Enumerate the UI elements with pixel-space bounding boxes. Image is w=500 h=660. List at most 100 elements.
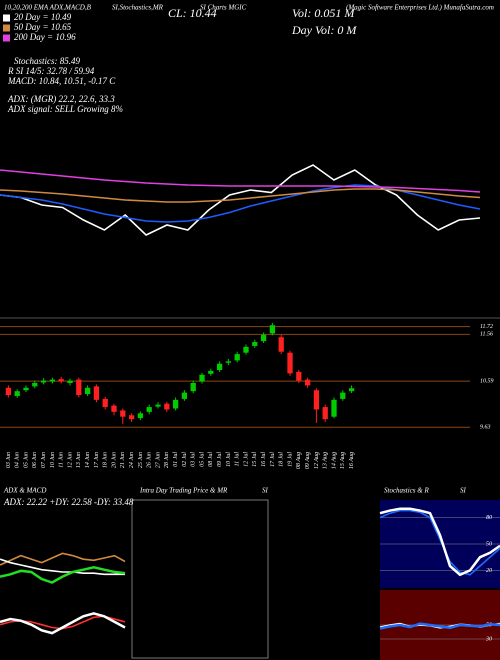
y-tick-label: 50 xyxy=(486,541,492,547)
candle-body xyxy=(14,391,20,396)
x-tick-label: 06 Jun xyxy=(32,452,38,468)
header-line1: 10,20,200 EMA ADX,MACD,B xyxy=(4,4,92,12)
candle-body xyxy=(269,325,276,334)
candle-body xyxy=(58,379,64,382)
x-tick-label: 05 Jun xyxy=(23,452,29,468)
candle-body xyxy=(172,399,179,409)
legend-swatch xyxy=(3,24,10,32)
x-tick-label: 27 Jun xyxy=(155,452,161,468)
volume: Vol: 0.051 M xyxy=(292,6,355,20)
series-line xyxy=(0,566,126,584)
series-line xyxy=(0,552,126,566)
candle-body xyxy=(67,380,73,383)
y-tick-label: 9.63 xyxy=(480,425,491,431)
x-tick-label: 20 Jun xyxy=(111,452,117,468)
x-tick-label: 28 Jun xyxy=(164,452,170,468)
intraday-title: Intra Day Trading Price & MR xyxy=(139,487,228,495)
x-tick-label: 14 Jun xyxy=(84,452,91,468)
candle-body xyxy=(120,410,126,417)
x-tick-label: 12 Jun xyxy=(67,452,73,468)
x-tick-label: 01 Jul xyxy=(173,452,179,467)
y-tick-label: 10.59 xyxy=(480,378,494,384)
candle-body xyxy=(102,398,108,408)
x-tick-label: 25 Jun xyxy=(138,452,144,468)
x-tick-label: 21 Jun xyxy=(120,452,126,468)
adx-info: ADX signal: SELL Growing 8% xyxy=(7,104,123,114)
candle-body xyxy=(243,346,249,353)
candle-body xyxy=(32,383,38,387)
candle-body xyxy=(5,387,12,396)
x-tick-label: 11 Jul xyxy=(235,452,241,467)
legend-label: 50 Day = 10.65 xyxy=(14,22,72,32)
candle-body xyxy=(234,354,240,361)
candle-body xyxy=(128,415,135,420)
candle-body xyxy=(252,342,258,346)
series-line xyxy=(0,558,125,576)
indicator: MACD: 10.84, 10.51, -0.17 C xyxy=(7,76,116,86)
x-tick-label: 10 Jun xyxy=(50,452,56,468)
series-line xyxy=(0,169,481,193)
header-line3: SI Charts MGIC xyxy=(200,4,247,12)
candle-body xyxy=(225,361,232,363)
candle-body xyxy=(216,363,223,370)
candle-body xyxy=(287,352,293,374)
legend-label: 20 Day = 10.49 xyxy=(14,12,72,22)
y-tick-label: 11.56 xyxy=(480,332,493,338)
panel-subtitle: ADX: 22.22 +DY: 22.58 -DY: 33.48 xyxy=(3,497,134,507)
x-tick-label: 18 Jun xyxy=(103,452,109,468)
x-tick-label: 09 Aug xyxy=(305,452,311,469)
x-tick-label: 08 Aug xyxy=(296,452,302,469)
series-line xyxy=(0,188,481,203)
legend-swatch xyxy=(3,14,10,22)
x-tick-label: 16 Jul xyxy=(261,452,267,467)
candle-body xyxy=(260,334,267,342)
x-tick-label: 13 Aug xyxy=(323,452,329,469)
x-tick-label: 17 Jul xyxy=(270,452,276,467)
candle-body xyxy=(208,370,214,374)
candle-body xyxy=(146,407,152,412)
legend-label: 200 Day = 10.96 xyxy=(14,32,76,42)
intraday-panel xyxy=(131,499,269,659)
candle-body xyxy=(199,374,205,382)
panel-title: Stochastics & R xyxy=(384,487,429,495)
y-tick-label: 80 xyxy=(486,515,492,521)
close-price: CL: 10.44 xyxy=(168,6,217,20)
x-tick-label: 15 Jul xyxy=(252,452,258,467)
x-tick-label: 12 Jul xyxy=(243,452,249,467)
x-tick-label: 02 Jul xyxy=(182,452,188,467)
header-line2: SI,Stochastics,MR xyxy=(112,4,164,12)
x-tick-label: 05 Jul xyxy=(199,452,205,467)
series-line xyxy=(379,507,500,577)
indicator: Stochastics: 85.49 xyxy=(14,56,80,66)
candle-body xyxy=(296,371,302,381)
candle-body xyxy=(155,404,161,407)
x-tick-label: 14 Aug xyxy=(330,452,337,469)
panel-title: SI xyxy=(460,487,467,495)
candle-body xyxy=(93,386,100,400)
candle-body xyxy=(84,387,91,395)
x-tick-label: 09 Jul xyxy=(217,452,223,467)
candle-body xyxy=(49,379,56,382)
candle-body xyxy=(181,392,188,399)
x-tick-label: 12 Aug xyxy=(314,452,320,469)
candle-body xyxy=(111,405,117,412)
series-line xyxy=(0,612,126,635)
x-tick-label: 13 Jun xyxy=(76,452,82,468)
series-line xyxy=(379,509,500,576)
x-tick-label: 08 Jul xyxy=(208,452,214,467)
candle-body xyxy=(40,380,47,383)
legend-swatch xyxy=(3,34,10,42)
x-tick-label: 10 Jul xyxy=(226,452,232,467)
x-tick-label: 24 Jun xyxy=(128,452,135,468)
x-tick-label: 26 Jun xyxy=(147,452,153,468)
candle-body xyxy=(76,379,82,396)
x-tick-label: 04 Jun xyxy=(14,452,21,468)
day-volume: Day Vol: 0 M xyxy=(291,23,357,37)
x-tick-label: 07 Jun xyxy=(41,452,47,468)
intraday-title: SI xyxy=(262,487,269,495)
x-tick-label: 15 Aug xyxy=(340,452,346,469)
x-tick-label: 19 Jul xyxy=(287,452,293,467)
indicator: R SI 14/5: 32.78 / 59.94 xyxy=(7,66,95,76)
x-tick-label: 17 Jun xyxy=(94,452,100,468)
